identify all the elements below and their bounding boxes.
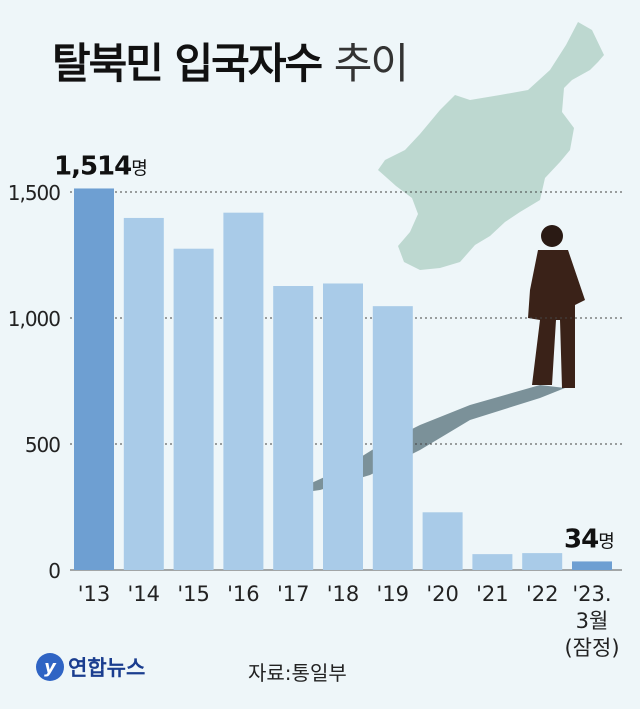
data-label: 34명 — [564, 524, 614, 554]
x-tick-label: '13 — [78, 582, 111, 606]
y-tick-label: 1,500 — [8, 181, 61, 205]
bar-9 — [522, 553, 563, 570]
x-tick-label: '22 — [526, 582, 559, 606]
data-label: 1,514명 — [54, 151, 147, 181]
x-tick-label: '23. 3월 (잠정) — [564, 582, 619, 660]
x-tick-label: '18 — [327, 582, 360, 606]
title-light: 추이 — [333, 39, 409, 88]
x-tick-label: '17 — [277, 582, 310, 606]
bar-8 — [472, 554, 513, 570]
bar-10 — [572, 561, 612, 570]
y-tick-label: 1,000 — [8, 307, 61, 331]
chart-title: 탈북민 입국자수 추이 — [52, 30, 409, 91]
y-tick-label: 0 — [48, 559, 60, 583]
bar-4 — [273, 285, 314, 570]
bar-7 — [422, 512, 463, 570]
x-tick-label: '15 — [177, 582, 210, 606]
bar-6 — [372, 306, 413, 570]
y-tick-label: 500 — [25, 433, 60, 457]
x-tick-label: '21 — [476, 582, 509, 606]
bar-2 — [173, 248, 214, 570]
x-tick-label: '20 — [426, 582, 459, 606]
x-tick-label: '19 — [377, 582, 410, 606]
logo-text: 연합뉴스 — [68, 656, 146, 680]
yonhap-logo: y 연합뉴스 — [36, 652, 145, 682]
bar-1 — [123, 217, 164, 570]
x-tick-label: '16 — [227, 582, 260, 606]
bar-3 — [223, 212, 264, 570]
logo-mark-icon: y — [36, 653, 64, 681]
title-bold: 탈북민 입국자수 — [52, 39, 323, 88]
bar-5 — [323, 283, 363, 570]
north-korea-map — [378, 22, 604, 270]
bar-0 — [74, 188, 114, 571]
source-note: 자료:통일부 — [248, 661, 347, 685]
x-tick-label: '14 — [128, 582, 161, 606]
